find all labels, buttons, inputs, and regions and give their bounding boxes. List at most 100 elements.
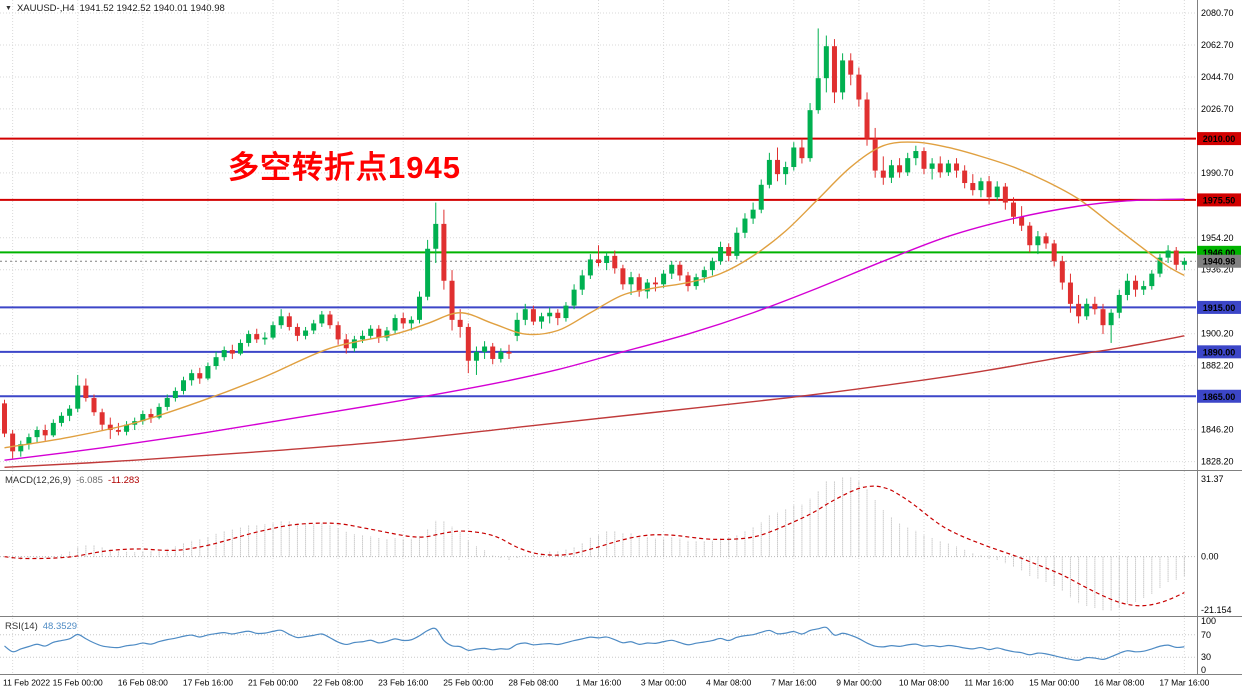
candle-body (1116, 294, 1122, 313)
candle-series (2, 28, 1187, 459)
candle-body (970, 183, 976, 191)
rsi-panel (0, 626, 1196, 661)
candle-body (539, 316, 545, 322)
rsi-axis-label: 100 (1201, 616, 1216, 626)
candle-body (986, 181, 992, 198)
candle-body (384, 330, 390, 338)
time-axis-label: 7 Mar 16:00 (771, 678, 817, 688)
candle-body (693, 277, 699, 287)
candle-body (1108, 312, 1114, 326)
time-axis-label: 15 Mar 00:00 (1029, 678, 1079, 688)
candle-body (449, 280, 455, 320)
candle-body (67, 408, 73, 416)
price-tick-label: 2080.70 (1201, 8, 1234, 18)
symbol-timeframe-label: XAUUSD-,H4 (16, 3, 75, 14)
time-axis-label: 4 Mar 08:00 (706, 678, 752, 688)
candle-body (1043, 236, 1049, 244)
rsi-indicator-label: RSI(14) 48.3529 (5, 621, 77, 632)
chart-annotation-text[interactable]: 多空转折点1945 (228, 150, 461, 185)
candle-body (1059, 261, 1065, 283)
macd-signal-line (4, 485, 1185, 607)
candle-body (962, 170, 968, 184)
candle-body (994, 186, 1000, 198)
candle-body (897, 165, 903, 173)
price-tick-label: 2026.70 (1201, 104, 1234, 114)
time-axis-label: 21 Feb 00:00 (248, 678, 298, 688)
price-tick-label: 1990.70 (1201, 168, 1234, 178)
price-level-badge-label: 1975.50 (1203, 195, 1236, 205)
candle-body (465, 326, 471, 361)
candle-body (775, 159, 781, 175)
candle-body (831, 46, 837, 93)
candle-body (1019, 216, 1025, 226)
candle-body (880, 170, 886, 178)
candle-body (709, 261, 715, 271)
candle-body (425, 248, 431, 297)
time-axis-label: 17 Mar 16:00 (1159, 678, 1209, 688)
macd-signal-value: -11.283 (107, 475, 140, 486)
candle-body (661, 273, 667, 285)
candle-body (99, 412, 105, 425)
price-tick-label: 1900.20 (1201, 329, 1234, 339)
time-axis-label: 11 Feb 2022 (3, 678, 50, 688)
price-tick-label: 2062.70 (1201, 40, 1234, 50)
candle-body (954, 163, 960, 171)
candle-body (921, 151, 927, 169)
candle-body (563, 305, 569, 319)
rsi-axis-label: 30 (1201, 652, 1211, 662)
candle-body (587, 259, 593, 276)
candle-body (368, 328, 374, 336)
price-tick-label: 1846.20 (1201, 425, 1234, 435)
candle-body (172, 390, 178, 399)
candle-body (905, 158, 911, 173)
candle-body (888, 165, 894, 178)
candle-body (490, 346, 496, 359)
candle-body (107, 424, 113, 431)
price-level-badge (1197, 345, 1241, 359)
candle-body (335, 325, 341, 340)
price-level-badge-label: 1940.98 (1203, 257, 1236, 267)
candle-body (1141, 286, 1147, 290)
candle-body (124, 424, 130, 432)
candle-body (514, 319, 520, 336)
candle-body (555, 312, 561, 319)
candle-body (1092, 303, 1098, 310)
candle-body (416, 296, 422, 320)
price-tick-label: 1936.20 (1201, 265, 1234, 275)
candle-body (766, 159, 772, 185)
rsi-axis-label: 70 (1201, 630, 1211, 640)
candle-body (441, 223, 447, 281)
candle-body (400, 318, 406, 324)
price-level-badge (1197, 254, 1241, 268)
price-tick-label: 1882.20 (1201, 361, 1234, 371)
candle-body (596, 259, 601, 263)
candle-body (1181, 261, 1187, 265)
candle-body (58, 415, 64, 423)
rsi-axis-label: 0 (1201, 665, 1206, 675)
price-level-badge-label: 1915.00 (1203, 303, 1236, 313)
candle-body (628, 277, 634, 285)
candle-body (791, 147, 797, 168)
time-axis-label: 23 Feb 16:00 (378, 678, 428, 688)
candle-body (498, 351, 504, 359)
symbol-info-bar: ▼ XAUUSD-,H4 1941.52 1942.52 1940.01 194… (5, 3, 225, 14)
macd-axis-label: 0.00 (1201, 552, 1219, 562)
price-level-badge (1197, 193, 1241, 207)
candle-body (408, 319, 414, 324)
candle-body (1076, 303, 1082, 317)
candle-body (530, 309, 536, 322)
ma-fast-orange (4, 141, 1185, 449)
candle-body (75, 385, 81, 409)
candle-body (506, 351, 512, 354)
candle-body (718, 246, 724, 262)
symbol-dropdown-icon[interactable]: ▼ (5, 5, 12, 12)
candle-body (327, 314, 333, 326)
macd-value: -6.085 (76, 475, 103, 486)
candle-body (652, 282, 658, 285)
candle-body (848, 60, 854, 75)
time-axis-label: 3 Mar 00:00 (641, 678, 687, 688)
candle-body (254, 334, 260, 340)
